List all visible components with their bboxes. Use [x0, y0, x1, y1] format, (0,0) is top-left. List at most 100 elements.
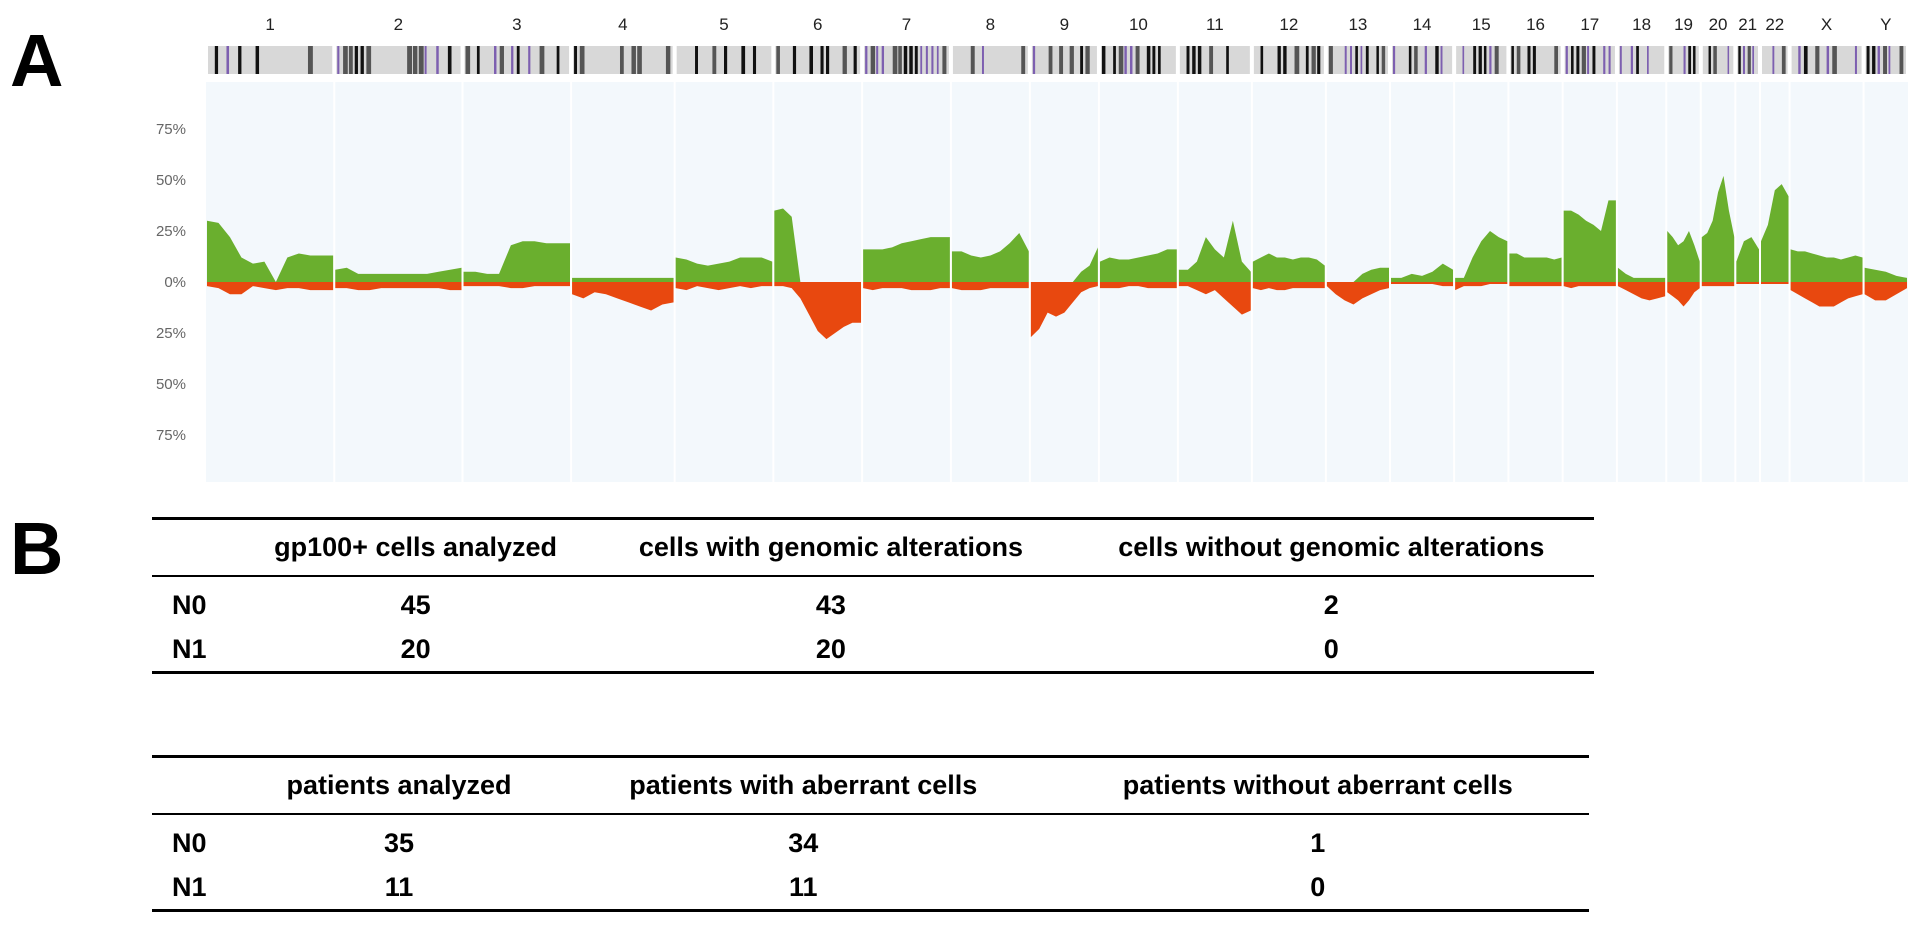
y-tick-label: 75% [156, 121, 186, 138]
ideogram-body [775, 46, 861, 74]
chromosome-label: 13 [1348, 15, 1367, 34]
ideogram-band [1752, 46, 1755, 74]
chromosome-ideogram [775, 46, 861, 74]
ideogram-band [1152, 46, 1156, 74]
copy-number-chart: 75%50%25%0%25%50%75%1 2 3 4 5 6 7 8 9 10 11 12 13 14 1… [156, 15, 1908, 482]
ideogram-band [1708, 46, 1711, 74]
ideogram-band [865, 46, 868, 74]
ideogram-band [1435, 46, 1439, 74]
chromosome-label: 14 [1413, 15, 1432, 34]
gain-area [1455, 231, 1508, 282]
ideogram-band [1305, 46, 1309, 74]
ideogram-band [1888, 46, 1891, 74]
ideogram-band [1693, 46, 1696, 74]
loss-area [207, 282, 334, 295]
ideogram-band [366, 46, 372, 74]
y-tick-label: 25% [156, 223, 186, 240]
y-tick-label: 25% [156, 325, 186, 342]
chromosome-label: X [1821, 15, 1832, 34]
chromosome-ideogram [1456, 46, 1507, 74]
ideogram-band [914, 46, 918, 74]
table-header-cell: patients with aberrant cells [560, 755, 1047, 815]
ideogram-band [1283, 46, 1287, 74]
chromosome-label: 15 [1472, 15, 1491, 34]
ideogram-band [424, 46, 427, 74]
ideogram-band [1554, 46, 1559, 74]
chromosome-label: 8 [986, 15, 995, 34]
ideogram-band [1713, 46, 1717, 74]
table-row: N0 45 43 2 [152, 576, 1594, 627]
row-label: N1 [152, 627, 238, 674]
gain-area [572, 277, 674, 282]
loss-area [463, 282, 571, 289]
chromosome-label: 6 [813, 15, 822, 34]
ideogram-band [226, 46, 230, 74]
ideogram-band [925, 46, 928, 74]
loss-area [1667, 282, 1700, 307]
ideogram-band [1516, 46, 1521, 74]
loss-area [675, 282, 773, 291]
chromosome-ideogram [1668, 46, 1699, 74]
ideogram-band [412, 46, 418, 74]
ideogram-band [1080, 46, 1084, 74]
ideogram-band [494, 46, 497, 74]
loss-area [572, 282, 674, 311]
ideogram-band [1899, 46, 1904, 74]
ideogram-band [1158, 46, 1161, 74]
chromosome-ideogram [1179, 46, 1250, 74]
chromosome-ideogram [1618, 46, 1665, 74]
chromosome-ideogram [1791, 46, 1862, 74]
ideogram-band [1124, 46, 1127, 74]
loss-area [1178, 282, 1251, 315]
chromosome-label: 20 [1709, 15, 1728, 34]
ideogram-band [820, 46, 824, 74]
y-tick-label: 0% [164, 274, 186, 291]
chromosome-label: 16 [1526, 15, 1545, 34]
ideogram-band [1603, 46, 1606, 74]
chromosome-label: 3 [512, 15, 521, 34]
chromosome-ideogram [1100, 46, 1176, 74]
gain-area [1509, 253, 1562, 282]
ideogram-band [1866, 46, 1870, 74]
loss-area [951, 282, 1029, 291]
table-header-cell: cells without genomic alterations [1068, 517, 1594, 577]
ideogram-band [637, 46, 642, 74]
chromosome-ideogram [464, 46, 570, 74]
gain-area [1030, 247, 1098, 282]
ideogram-body [1392, 46, 1453, 74]
ideogram-band [931, 46, 934, 74]
chromosome-ideogram [1564, 46, 1615, 74]
ideogram-band [1135, 46, 1140, 74]
chromosome-label: 9 [1060, 15, 1069, 34]
ideogram-band [1376, 46, 1379, 74]
chromosome-label: 21 [1738, 15, 1757, 34]
gain-area [335, 267, 462, 282]
ideogram-band [1489, 46, 1492, 74]
table-header-cell: cells with genomic alterations [593, 517, 1069, 577]
chromosome-label: 10 [1129, 15, 1148, 34]
loss-area [1736, 282, 1759, 285]
ideogram-band [436, 46, 439, 74]
chromosome-ideogram [1865, 46, 1906, 74]
chromosome-ideogram [864, 46, 949, 74]
gain-area [1099, 249, 1177, 282]
gain-area [1178, 220, 1251, 282]
ideogram-band [1587, 46, 1590, 74]
ideogram-band [1414, 46, 1418, 74]
chromosome-label: 18 [1632, 15, 1651, 34]
table-cell: 34 [788, 827, 819, 858]
loss-area [1099, 282, 1177, 289]
ideogram-band [1483, 46, 1487, 74]
gain-area [1736, 237, 1759, 282]
table-cell: 35 [384, 827, 415, 858]
ideogram-band [826, 46, 830, 74]
chromosome-ideogram [573, 46, 673, 74]
ideogram-band [1511, 46, 1514, 74]
ideogram-band [1192, 46, 1196, 74]
ideogram-band [528, 46, 531, 74]
panel-label-b: B [10, 507, 64, 590]
loss-area [1761, 282, 1789, 285]
gain-area [1667, 231, 1700, 282]
ideogram-band [1069, 46, 1074, 74]
ideogram-band [1085, 46, 1090, 74]
